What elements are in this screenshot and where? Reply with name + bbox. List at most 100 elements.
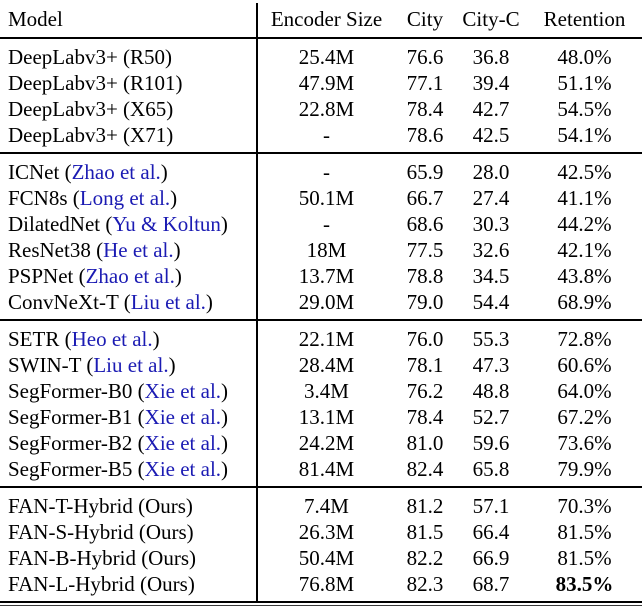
column-header-encoder-size: Encoder Size [257,3,395,39]
model-cell: ICNet (Zhao et al.) [0,153,258,185]
city-c-cell: 66.4 [472,520,510,544]
retention-cell: 42.1% [557,238,612,262]
table-header: Model Encoder Size City City-C Retention [0,3,642,39]
retention-cell: 51.1% [557,71,612,95]
citation-link[interactable]: Xie et al. [144,457,222,481]
retention-cell: 41.1% [557,186,612,210]
city-cell: 81.5 [406,520,444,544]
model-name: DeepLabv3+ (R50) [8,45,173,69]
table-section-1: DeepLabv3+ (R50) 25.4M 76.6 36.8 48.0% DeepLa… [0,38,642,153]
city-cell: 68.6 [406,212,444,236]
model-name: PSPNet [8,264,74,288]
encoder-size-cell: 50.1M [298,186,355,210]
model-cell: SegFormer-B0 (Xie et al.) [0,378,258,404]
retention-cell: 73.6% [557,431,612,455]
encoder-size-cell: - [323,160,330,184]
table-row: SegFormer-B1 (Xie et al.) 13.1M 78.4 52.7 67… [0,404,642,430]
city-cell: 78.4 [406,97,444,121]
retention-cell: 42.5% [557,160,612,184]
city-cell: 82.2 [406,546,444,570]
column-header-model: Model [0,3,258,39]
citation-link[interactable]: Xie et al. [144,379,222,403]
table-row: FAN-B-Hybrid (Ours) 50.4M 82.2 66.9 81.5% [0,545,642,571]
model-cell: DilatedNet (Yu & Koltun) [0,211,258,237]
retention-cell: 68.9% [557,290,612,314]
city-c-cell: 59.6 [472,431,510,455]
encoder-size-cell: 7.4M [304,494,349,518]
model-cell: DeepLabv3+ (R50) [0,38,258,70]
table-row: FAN-L-Hybrid (Ours) 76.8M 82.3 68.7 83.5% [0,571,642,602]
model-cell: DeepLabv3+ (R101) [0,70,258,96]
city-c-cell: 65.8 [472,457,510,481]
encoder-size-cell: 47.9M [298,71,355,95]
city-c-cell: 39.4 [472,71,510,95]
table-row: SegFormer-B0 (Xie et al.) 3.4M 76.2 48.8 64.… [0,378,642,404]
citation-link[interactable]: He et al. [103,238,174,262]
table-row: ICNet (Zhao et al.) - 65.9 28.0 42.5% [0,153,642,185]
city-c-cell: 27.4 [472,186,510,210]
city-cell: 81.2 [406,494,444,518]
table-row: DeepLabv3+ (X71) - 78.6 42.5 54.1% [0,122,642,153]
city-cell: 78.8 [406,264,444,288]
retention-cell: 81.5% [557,546,612,570]
header-row: Model Encoder Size City City-C Retention [0,3,642,39]
citation-link[interactable]: Heo et al. [71,327,153,351]
encoder-size-cell: 22.1M [298,327,355,351]
model-cell: PSPNet (Zhao et al.) [0,263,258,289]
results-table: Model Encoder Size City City-C Retention… [0,3,642,603]
model-name: SWIN-T [8,353,82,377]
retention-cell: 54.1% [557,123,612,147]
retention-cell: 43.8% [557,264,612,288]
encoder-size-cell: 22.8M [298,97,355,121]
citation-link[interactable]: Zhao et al. [71,160,161,184]
model-name: ResNet38 [8,238,91,262]
model-name: ICNet [8,160,60,184]
encoder-size-cell: 26.3M [298,520,355,544]
citation-link[interactable]: Liu et al. [93,353,169,377]
citation-link[interactable]: Yu & Koltun [112,212,221,236]
citation-link[interactable]: Long et al. [79,186,171,210]
retention-cell: 83.5% [555,572,614,596]
city-c-cell: 32.6 [472,238,510,262]
encoder-size-cell: 81.4M [298,457,355,481]
model-cell: SETR (Heo et al.) [0,320,258,352]
city-cell: 76.0 [406,327,444,351]
table-row: SegFormer-B2 (Xie et al.) 24.2M 81.0 59.6 73… [0,430,642,456]
city-cell: 77.5 [406,238,444,262]
city-cell: 65.9 [406,160,444,184]
table-row: PSPNet (Zhao et al.) 13.7M 78.8 34.5 43.8% [0,263,642,289]
city-cell: 66.7 [406,186,444,210]
column-header-retention: Retention [527,3,642,39]
encoder-size-cell: 25.4M [298,45,355,69]
retention-cell: 60.6% [557,353,612,377]
encoder-size-cell: - [323,212,330,236]
model-name: SegFormer-B0 [8,379,133,403]
model-cell: ResNet38 (He et al.) [0,237,258,263]
model-cell: FAN-L-Hybrid (Ours) [0,571,258,602]
citation-link[interactable]: Liu et al. [130,290,206,314]
model-cell: FAN-S-Hybrid (Ours) [0,519,258,545]
city-cell: 82.3 [406,572,444,596]
encoder-size-cell: 13.1M [298,405,355,429]
citation-link[interactable]: Xie et al. [144,431,222,455]
city-c-cell: 54.4 [472,290,510,314]
encoder-size-cell: 13.7M [298,264,355,288]
table-row: ResNet38 (He et al.) 18M 77.5 32.6 42.1% [0,237,642,263]
retention-cell: 67.2% [557,405,612,429]
table-section-2: ICNet (Zhao et al.) -65.9 28.0 42.5% FCN8s (… [0,153,642,320]
table-row: SETR (Heo et al.) 22.1M 76.0 55.3 72.8% [0,320,642,352]
citation-link[interactable]: Zhao et al. [85,264,175,288]
retention-cell: 70.3% [557,494,612,518]
city-cell: 81.0 [406,431,444,455]
retention-cell: 81.5% [557,520,612,544]
citation-link[interactable]: Xie et al. [144,405,222,429]
model-cell: ConvNeXt-T (Liu et al.) [0,289,258,320]
model-name: FAN-B-Hybrid (Ours) [8,546,197,570]
model-name: SegFormer-B2 [8,431,133,455]
city-c-cell: 57.1 [472,494,510,518]
model-cell: DeepLabv3+ (X65) [0,96,258,122]
city-c-cell: 47.3 [472,353,510,377]
table-row: DilatedNet (Yu & Koltun) - 68.6 30.3 44.2% [0,211,642,237]
model-name: FCN8s [8,186,68,210]
